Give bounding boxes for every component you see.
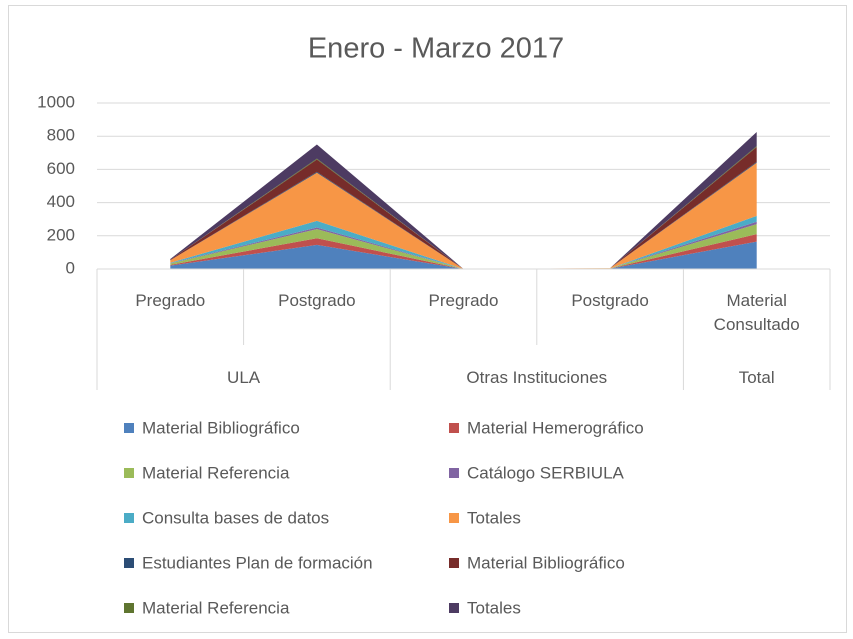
y-tick-label: 400	[47, 192, 75, 211]
legend-swatch	[124, 558, 134, 568]
legend-label: Material Referencia	[142, 463, 290, 482]
x-tick-label: Pregrado	[428, 291, 499, 310]
legend-label: Consulta bases de datos	[142, 508, 329, 527]
chart-title: Enero - Marzo 2017	[308, 33, 564, 65]
y-tick-label: 200	[47, 225, 75, 244]
legend-label: Material Bibliográfico	[467, 553, 625, 572]
x-tick-label: Material Consultado	[713, 291, 800, 334]
legend-swatch	[449, 423, 459, 433]
y-tick-label: 1000	[37, 92, 75, 111]
area	[170, 234, 757, 269]
legend-swatch	[449, 603, 459, 613]
y-tick-label: 800	[47, 126, 75, 145]
legend-swatch	[124, 423, 134, 433]
group-label: ULA	[227, 368, 261, 387]
legend-swatch	[124, 603, 134, 613]
x-tick-label: Postgrado	[278, 291, 356, 310]
legend-swatch	[449, 513, 459, 523]
y-tick-label: 0	[66, 258, 75, 277]
legend-label: Totales	[467, 508, 521, 527]
legend-label: Material Hemerográfico	[467, 418, 644, 437]
legend-swatch	[124, 513, 134, 523]
legend-swatch	[449, 468, 459, 478]
legend-swatch	[449, 558, 459, 568]
group-label: Otras Instituciones	[466, 368, 608, 387]
legend-label: Estudiantes Plan de formación	[142, 553, 373, 572]
x-tick-label: Postgrado	[571, 291, 649, 310]
area	[170, 241, 757, 269]
area	[170, 224, 757, 269]
x-tick-label: Pregrado	[135, 291, 206, 310]
group-label: Total	[738, 368, 775, 387]
legend-swatch	[124, 468, 134, 478]
legend-label: Totales	[467, 598, 521, 617]
legend-label: Catálogo SERBIULA	[467, 463, 625, 482]
legend-label: Material Bibliográfico	[142, 418, 300, 437]
area	[170, 162, 757, 269]
chart-frame	[8, 5, 847, 633]
legend-label: Material Referencia	[142, 598, 290, 617]
y-tick-label: 600	[47, 159, 75, 178]
